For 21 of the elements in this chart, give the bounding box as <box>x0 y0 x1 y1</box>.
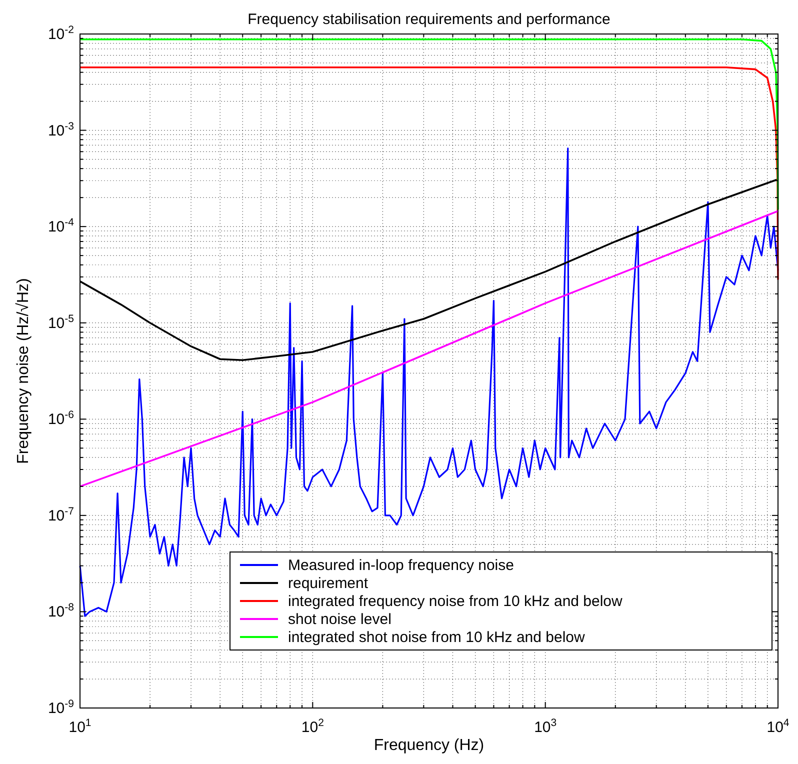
legend-label: requirement <box>288 575 369 592</box>
legend-label: Measured in-loop frequency noise <box>288 557 514 574</box>
y-axis-title: Frequency noise (Hz/√Hz) <box>15 278 32 464</box>
y-tick-label: 10$^{-2}$ <box>48 24 74 43</box>
chart-title: Frequency stabilisation requirements and performance <box>248 11 610 28</box>
legend-label: integrated shot noise from 10 kHz and below <box>288 629 586 646</box>
y-tick-label: 10$^{-5}$ <box>48 312 74 332</box>
y-tick-label: 10$^{-3}$ <box>48 120 74 140</box>
y-tick-label: 10$^{-9}$ <box>48 698 74 717</box>
y-tick-label: 10$^{-4}$ <box>48 216 74 236</box>
y-tick-label: 10$^{-6}$ <box>48 409 74 428</box>
x-tick-label: 10$^{3}$ <box>534 717 557 736</box>
x-tick-label: 10$^{4}$ <box>766 717 790 736</box>
x-tick-label: 10$^{2}$ <box>301 717 324 736</box>
legend-label: shot noise level <box>288 611 392 628</box>
legend-label: integrated frequency noise from 10 kHz and below <box>288 593 623 610</box>
y-tick-label: 10$^{-8}$ <box>48 602 74 621</box>
y-tick-label: 10$^{-7}$ <box>48 505 74 524</box>
x-axis-title: Frequency (Hz) <box>374 737 484 754</box>
line-series <box>79 210 779 488</box>
x-tick-label: 10$^{1}$ <box>68 717 92 736</box>
